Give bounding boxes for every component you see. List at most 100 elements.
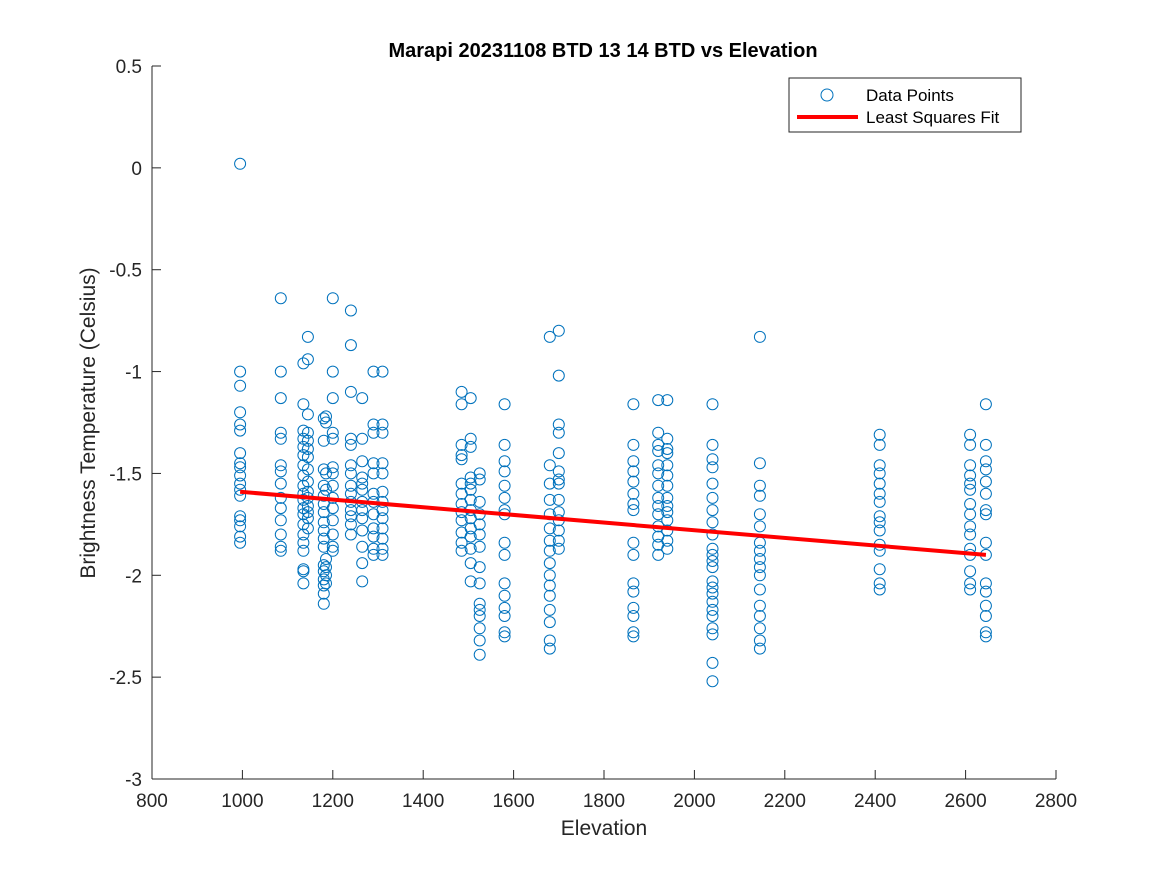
- data-point: [627, 548, 640, 561]
- data-point: [297, 518, 310, 531]
- data-point: [706, 587, 719, 600]
- data-point: [301, 522, 314, 535]
- data-point: [326, 432, 339, 445]
- data-point: [455, 398, 468, 411]
- data-point: [274, 540, 287, 553]
- x-tick-label: 2800: [1035, 791, 1077, 812]
- data-point: [326, 392, 339, 405]
- data-point: [317, 516, 330, 529]
- data-point: [367, 542, 380, 555]
- data-point: [326, 426, 339, 439]
- data-point: [652, 394, 665, 407]
- data-point: [964, 577, 977, 590]
- data-point: [753, 479, 766, 492]
- y-tick-label: -1: [125, 363, 142, 384]
- data-point: [356, 477, 369, 490]
- data-point: [873, 583, 886, 596]
- data-point: [964, 583, 977, 596]
- data-point: [543, 534, 556, 547]
- data-point: [301, 330, 314, 343]
- x-tick-label: 2400: [854, 791, 896, 812]
- data-point: [706, 528, 719, 541]
- data-point: [301, 443, 314, 455]
- data-point: [234, 530, 247, 543]
- data-point: [274, 477, 287, 490]
- data-point: [344, 528, 357, 541]
- data-point: [464, 542, 477, 555]
- data-point: [301, 475, 314, 488]
- data-point: [464, 483, 477, 496]
- data-point: [301, 500, 314, 512]
- plot-area: [152, 66, 1056, 779]
- data-point: [706, 575, 719, 588]
- data-point: [979, 508, 992, 521]
- data-point: [706, 398, 719, 411]
- data-point: [320, 569, 332, 582]
- data-point: [234, 365, 247, 378]
- data-point: [706, 581, 719, 594]
- data-point: [753, 569, 766, 582]
- data-point: [498, 455, 511, 468]
- data-point: [753, 599, 766, 612]
- data-point: [473, 561, 486, 574]
- data-point: [552, 324, 565, 337]
- data-point: [297, 544, 310, 557]
- data-point: [552, 542, 565, 555]
- data-point: [274, 544, 287, 557]
- data-point: [356, 540, 369, 553]
- data-point: [376, 532, 389, 545]
- data-point: [356, 575, 369, 588]
- data-point: [344, 385, 357, 398]
- data-point: [979, 599, 992, 612]
- data-point: [552, 426, 565, 439]
- data-point: [753, 610, 766, 622]
- data-point: [367, 487, 380, 500]
- data-point: [979, 577, 992, 590]
- data-point: [473, 648, 486, 661]
- data-point: [543, 589, 556, 602]
- y-tick-label: -2: [125, 566, 142, 587]
- y-tick-label: -2.5: [109, 668, 142, 689]
- data-point: [320, 483, 332, 496]
- data-point: [367, 457, 380, 470]
- data-point: [234, 514, 247, 527]
- data-point: [873, 467, 886, 480]
- data-point: [627, 504, 640, 517]
- data-point: [473, 577, 486, 590]
- data-point: [356, 455, 369, 468]
- data-point: [753, 520, 766, 533]
- data-point: [661, 479, 674, 492]
- data-point: [873, 577, 886, 590]
- data-point: [455, 477, 468, 490]
- data-point: [344, 479, 357, 492]
- data-point: [753, 544, 766, 557]
- data-point: [234, 483, 247, 496]
- data-point: [301, 512, 314, 525]
- data-point: [274, 528, 287, 541]
- data-point: [301, 506, 314, 519]
- data-point: [706, 610, 719, 622]
- data-point: [297, 357, 310, 370]
- data-point: [326, 514, 339, 527]
- data-point: [706, 595, 719, 608]
- data-point: [356, 432, 369, 445]
- x-axis-label: Elevation: [561, 817, 647, 840]
- data-point: [964, 428, 977, 441]
- data-point: [498, 577, 511, 590]
- data-point: [473, 495, 486, 508]
- data-point: [464, 432, 477, 445]
- data-point: [234, 510, 247, 523]
- legend-label-data-points: Data Points: [866, 86, 954, 105]
- data-point: [473, 597, 486, 610]
- data-point: [344, 467, 357, 480]
- data-point: [326, 479, 339, 492]
- data-point: [706, 516, 719, 529]
- data-point: [473, 528, 486, 541]
- data-point: [627, 438, 640, 451]
- data-point: [344, 438, 357, 451]
- data-point: [498, 491, 511, 504]
- data-point: [979, 504, 992, 517]
- fit-line-series: [239, 489, 987, 557]
- data-point: [274, 465, 287, 478]
- y-tick-label: -3: [125, 770, 142, 791]
